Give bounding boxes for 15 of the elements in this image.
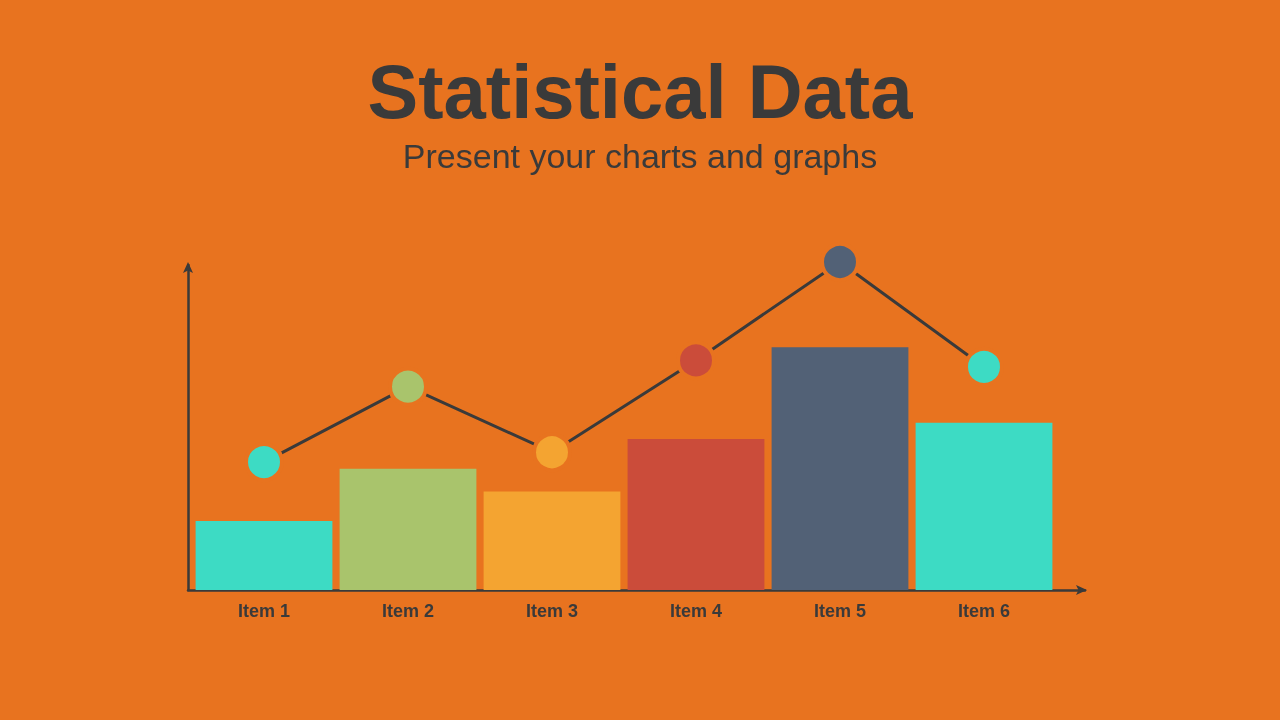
- chart-title: Statistical Data: [367, 48, 914, 134]
- bar: [627, 439, 765, 590]
- x-tick-label: Item 2: [381, 601, 435, 621]
- bar: [483, 491, 621, 590]
- bar: [915, 422, 1053, 590]
- x-tick-label: Item 1: [237, 601, 291, 621]
- x-tick-label: Item 3: [525, 601, 579, 621]
- x-tick-label: Item 6: [957, 601, 1011, 621]
- x-tick-label: Item 5: [813, 601, 867, 621]
- bar: [195, 521, 333, 590]
- x-tick-label: Item 4: [669, 601, 723, 621]
- bar: [339, 468, 477, 590]
- point: [820, 242, 860, 282]
- bar: [771, 347, 909, 590]
- chart-subtitle: Present your charts and graphs: [402, 137, 878, 175]
